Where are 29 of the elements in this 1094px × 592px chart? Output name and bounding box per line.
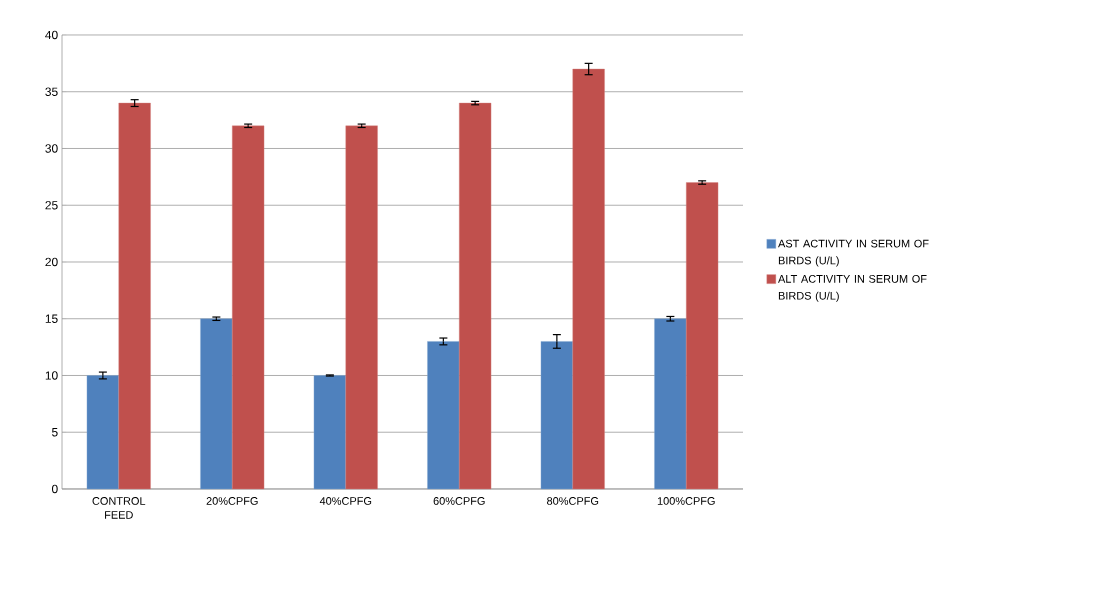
y-tick-label: 35 (45, 87, 58, 96)
bar (345, 125, 378, 490)
y-tick-label: 0 (51, 484, 58, 494)
legend-label: AST ACTIVITY IN SERUM OF BIRDS (U/L) (778, 239, 929, 267)
x-tick-label: CONTROL FEED (92, 497, 146, 519)
x-tick-label: 100%CPFG (657, 497, 715, 505)
bar (540, 341, 573, 490)
y-tick-label: 20 (45, 257, 58, 267)
bar (572, 68, 605, 490)
y-tick-label: 40 (45, 30, 58, 40)
bar (686, 182, 719, 490)
legend-label: ALT ACTIVITY IN SERUM OF BIRDS (U/L) (778, 274, 927, 302)
bar (86, 375, 119, 490)
y-tick-label: 15 (45, 314, 58, 323)
bar (118, 102, 151, 490)
bar (313, 375, 346, 490)
y-tick-label: 25 (45, 201, 58, 210)
y-tick-label: 30 (45, 144, 58, 153)
y-tick-label: 10 (45, 371, 58, 380)
y-tick-label: 5 (51, 428, 58, 437)
x-tick-label: 80%CPFG (547, 497, 599, 505)
bar (459, 102, 492, 490)
bar (427, 341, 460, 490)
bar (232, 125, 265, 490)
bar (654, 318, 687, 490)
x-tick-label: 40%CPFG (319, 497, 372, 505)
x-tick-label: 60%CPFG (433, 497, 485, 505)
x-tick-label: 20%CPFG (206, 497, 258, 505)
bar (200, 318, 233, 490)
